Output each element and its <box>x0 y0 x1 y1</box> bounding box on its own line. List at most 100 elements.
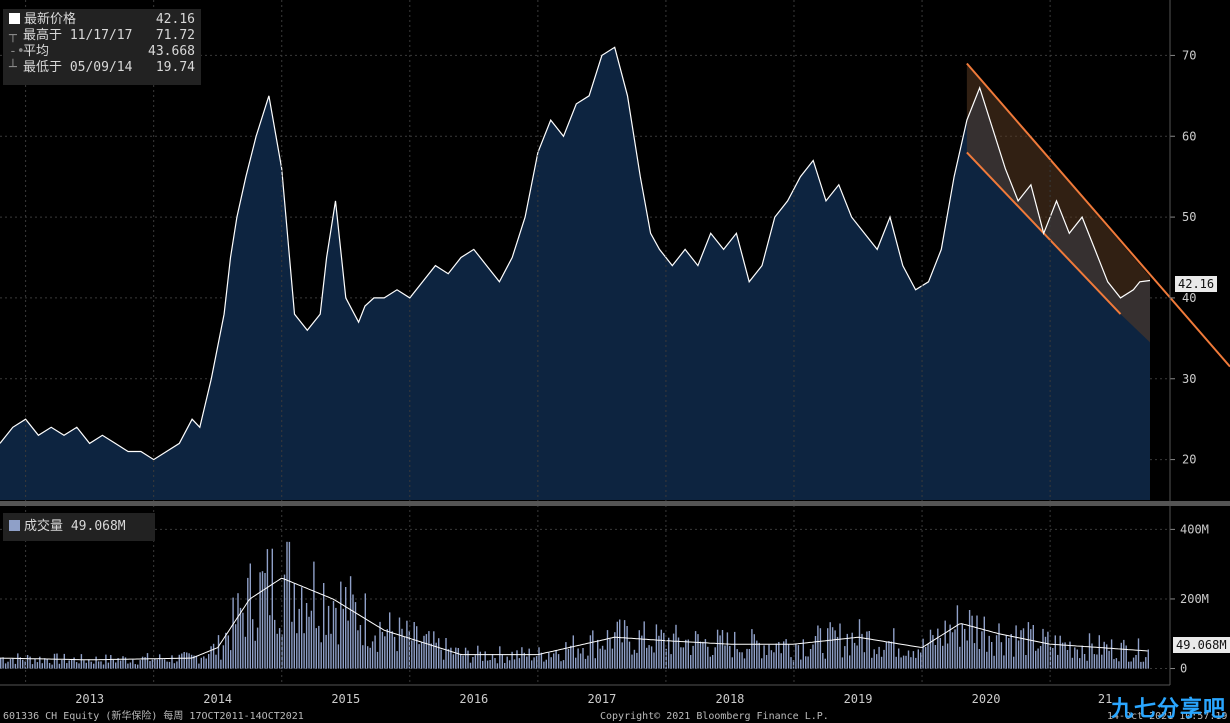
volume-bar <box>296 633 298 669</box>
volume-bar <box>124 657 127 669</box>
volume-bar <box>846 633 848 669</box>
volume-bar <box>391 631 393 669</box>
volume-bar <box>565 642 567 669</box>
volume-bar <box>849 655 851 669</box>
volume-bar <box>1120 642 1122 669</box>
volume-bar <box>1044 636 1047 669</box>
volume-bar <box>641 635 643 669</box>
volume-tick-label: 400M <box>1180 522 1209 536</box>
volume-bar <box>1103 641 1105 669</box>
volume-bar <box>1091 643 1093 669</box>
volume-bar <box>115 662 117 669</box>
volume-bar <box>406 620 408 669</box>
volume-bar <box>420 642 423 669</box>
volume-bar <box>364 593 366 669</box>
volume-bar <box>983 616 985 669</box>
volume-bar <box>149 661 151 669</box>
volume-bar <box>122 656 124 669</box>
volume-bar <box>354 602 357 669</box>
volume-bar <box>499 646 501 669</box>
volume-bar <box>557 654 560 669</box>
volume-bar <box>247 577 249 669</box>
volume-bar <box>171 655 173 669</box>
volume-bar <box>545 659 547 669</box>
volume-bar <box>692 645 694 669</box>
volume-bar <box>890 641 892 669</box>
volume-bar <box>690 655 692 669</box>
volume-bar <box>159 654 161 669</box>
volume-bar <box>349 576 352 669</box>
volume-bar <box>239 607 242 669</box>
volume-bar <box>555 650 557 669</box>
volume-bar <box>1057 654 1059 669</box>
footer-copyright: Copyright© 2021 Bloomberg Finance L.P. <box>600 711 829 722</box>
volume-bar <box>430 643 432 669</box>
volume-bar <box>863 652 866 669</box>
volume-bar <box>1140 661 1142 669</box>
volume-bar <box>252 619 254 669</box>
volume-bar <box>156 659 158 669</box>
legend-low-row: ┴ 最低于 05/09/14 19.74 <box>9 60 195 75</box>
volume-bar <box>719 635 721 669</box>
volume-bar <box>220 659 222 669</box>
volume-bar <box>1137 638 1140 669</box>
volume-bar <box>570 645 572 669</box>
volume-bar <box>601 645 604 669</box>
volume-bar <box>623 620 626 669</box>
x-tick-label: 21 <box>1098 692 1112 706</box>
volume-bar <box>1142 661 1145 669</box>
volume-bar <box>560 661 562 669</box>
pane-divider[interactable] <box>0 501 1230 506</box>
volume-bar <box>611 648 614 669</box>
volume-bar <box>716 629 719 669</box>
volume-bar <box>809 649 812 669</box>
volume-bar <box>582 648 584 669</box>
volume-bar <box>154 658 156 669</box>
volume-bar <box>303 633 305 669</box>
volume-bar <box>362 645 364 669</box>
volume-bar <box>134 664 136 669</box>
volume-legend: 成交量 49.068M <box>3 513 155 541</box>
volume-bar <box>606 630 609 669</box>
volume-bar <box>915 657 917 669</box>
volume-bar <box>756 640 758 669</box>
volume-bar <box>73 657 75 669</box>
volume-bar <box>712 655 714 669</box>
volume-bar <box>310 610 313 669</box>
volume-bar <box>579 653 582 669</box>
volume-bar <box>658 635 660 669</box>
volume-bar <box>827 628 829 669</box>
volume-bar <box>14 663 17 669</box>
volume-bar <box>315 628 317 669</box>
volume-bar <box>293 583 295 669</box>
volume-bar <box>670 654 672 669</box>
volume-bar <box>956 605 959 669</box>
volume-bar <box>861 633 863 669</box>
volume-bar <box>264 573 266 669</box>
volume-bar <box>888 641 890 669</box>
volume-bar <box>961 623 963 669</box>
volume-bar <box>682 647 685 669</box>
price-tick-label: 50 <box>1182 210 1196 224</box>
volume-bars <box>0 541 1149 669</box>
volume-bar <box>868 631 870 669</box>
volume-bar <box>1030 629 1032 669</box>
volume-bar <box>841 657 844 669</box>
volume-bar <box>269 615 271 669</box>
volume-bar <box>283 574 286 669</box>
volume-bar <box>469 662 472 669</box>
volume-bar <box>200 657 202 669</box>
volume-bar <box>1064 642 1066 669</box>
volume-bar <box>785 639 787 669</box>
volume-bar <box>1000 642 1003 669</box>
volume-bar <box>1123 639 1125 669</box>
volume-bar <box>168 661 171 669</box>
x-axis: 2013 2014 2015 2016 2017 2018 2019 2020 21 <box>0 0 1170 706</box>
volume-bar <box>856 645 858 669</box>
volume-bar <box>665 648 667 669</box>
volume-bar <box>937 628 939 669</box>
volume-bar <box>988 635 990 669</box>
volume-bar <box>232 597 234 669</box>
volume-bar <box>205 658 207 669</box>
volume-bar <box>702 641 704 669</box>
